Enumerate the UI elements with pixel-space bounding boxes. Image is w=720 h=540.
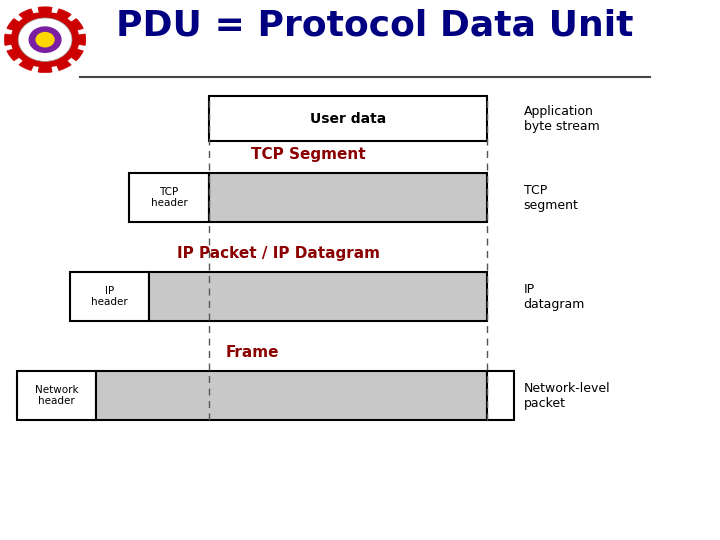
- Text: Application
byte stream: Application byte stream: [523, 105, 600, 133]
- Wedge shape: [19, 9, 45, 39]
- Text: Network-level
packet: Network-level packet: [523, 382, 611, 409]
- Wedge shape: [45, 9, 71, 39]
- Wedge shape: [38, 7, 52, 39]
- Text: TCP Segment: TCP Segment: [251, 147, 366, 161]
- Circle shape: [18, 18, 72, 62]
- Text: IP
datagram: IP datagram: [523, 282, 585, 310]
- Bar: [209, 96, 487, 141]
- Circle shape: [11, 12, 79, 68]
- Wedge shape: [45, 39, 84, 61]
- Bar: [70, 273, 149, 321]
- Wedge shape: [45, 34, 86, 45]
- Circle shape: [29, 26, 62, 53]
- Wedge shape: [38, 39, 52, 72]
- Text: IP
header: IP header: [91, 286, 127, 307]
- Wedge shape: [7, 18, 45, 39]
- Wedge shape: [45, 39, 71, 71]
- Wedge shape: [45, 18, 84, 39]
- Circle shape: [35, 32, 55, 48]
- Bar: [487, 372, 513, 420]
- Wedge shape: [7, 39, 45, 61]
- Text: TCP
segment: TCP segment: [523, 184, 579, 212]
- Wedge shape: [4, 34, 45, 45]
- Text: User data: User data: [310, 112, 386, 126]
- Bar: [209, 173, 487, 221]
- Bar: [96, 372, 487, 420]
- Text: Network
header: Network header: [35, 384, 78, 406]
- Text: TCP
header: TCP header: [150, 187, 187, 208]
- Bar: [130, 173, 209, 221]
- Text: IP Packet / IP Datagram: IP Packet / IP Datagram: [177, 246, 380, 261]
- Text: PDU = Protocol Data Unit: PDU = Protocol Data Unit: [116, 8, 634, 42]
- Wedge shape: [19, 39, 45, 71]
- Bar: [149, 273, 487, 321]
- Bar: [17, 372, 96, 420]
- Text: Frame: Frame: [225, 345, 279, 360]
